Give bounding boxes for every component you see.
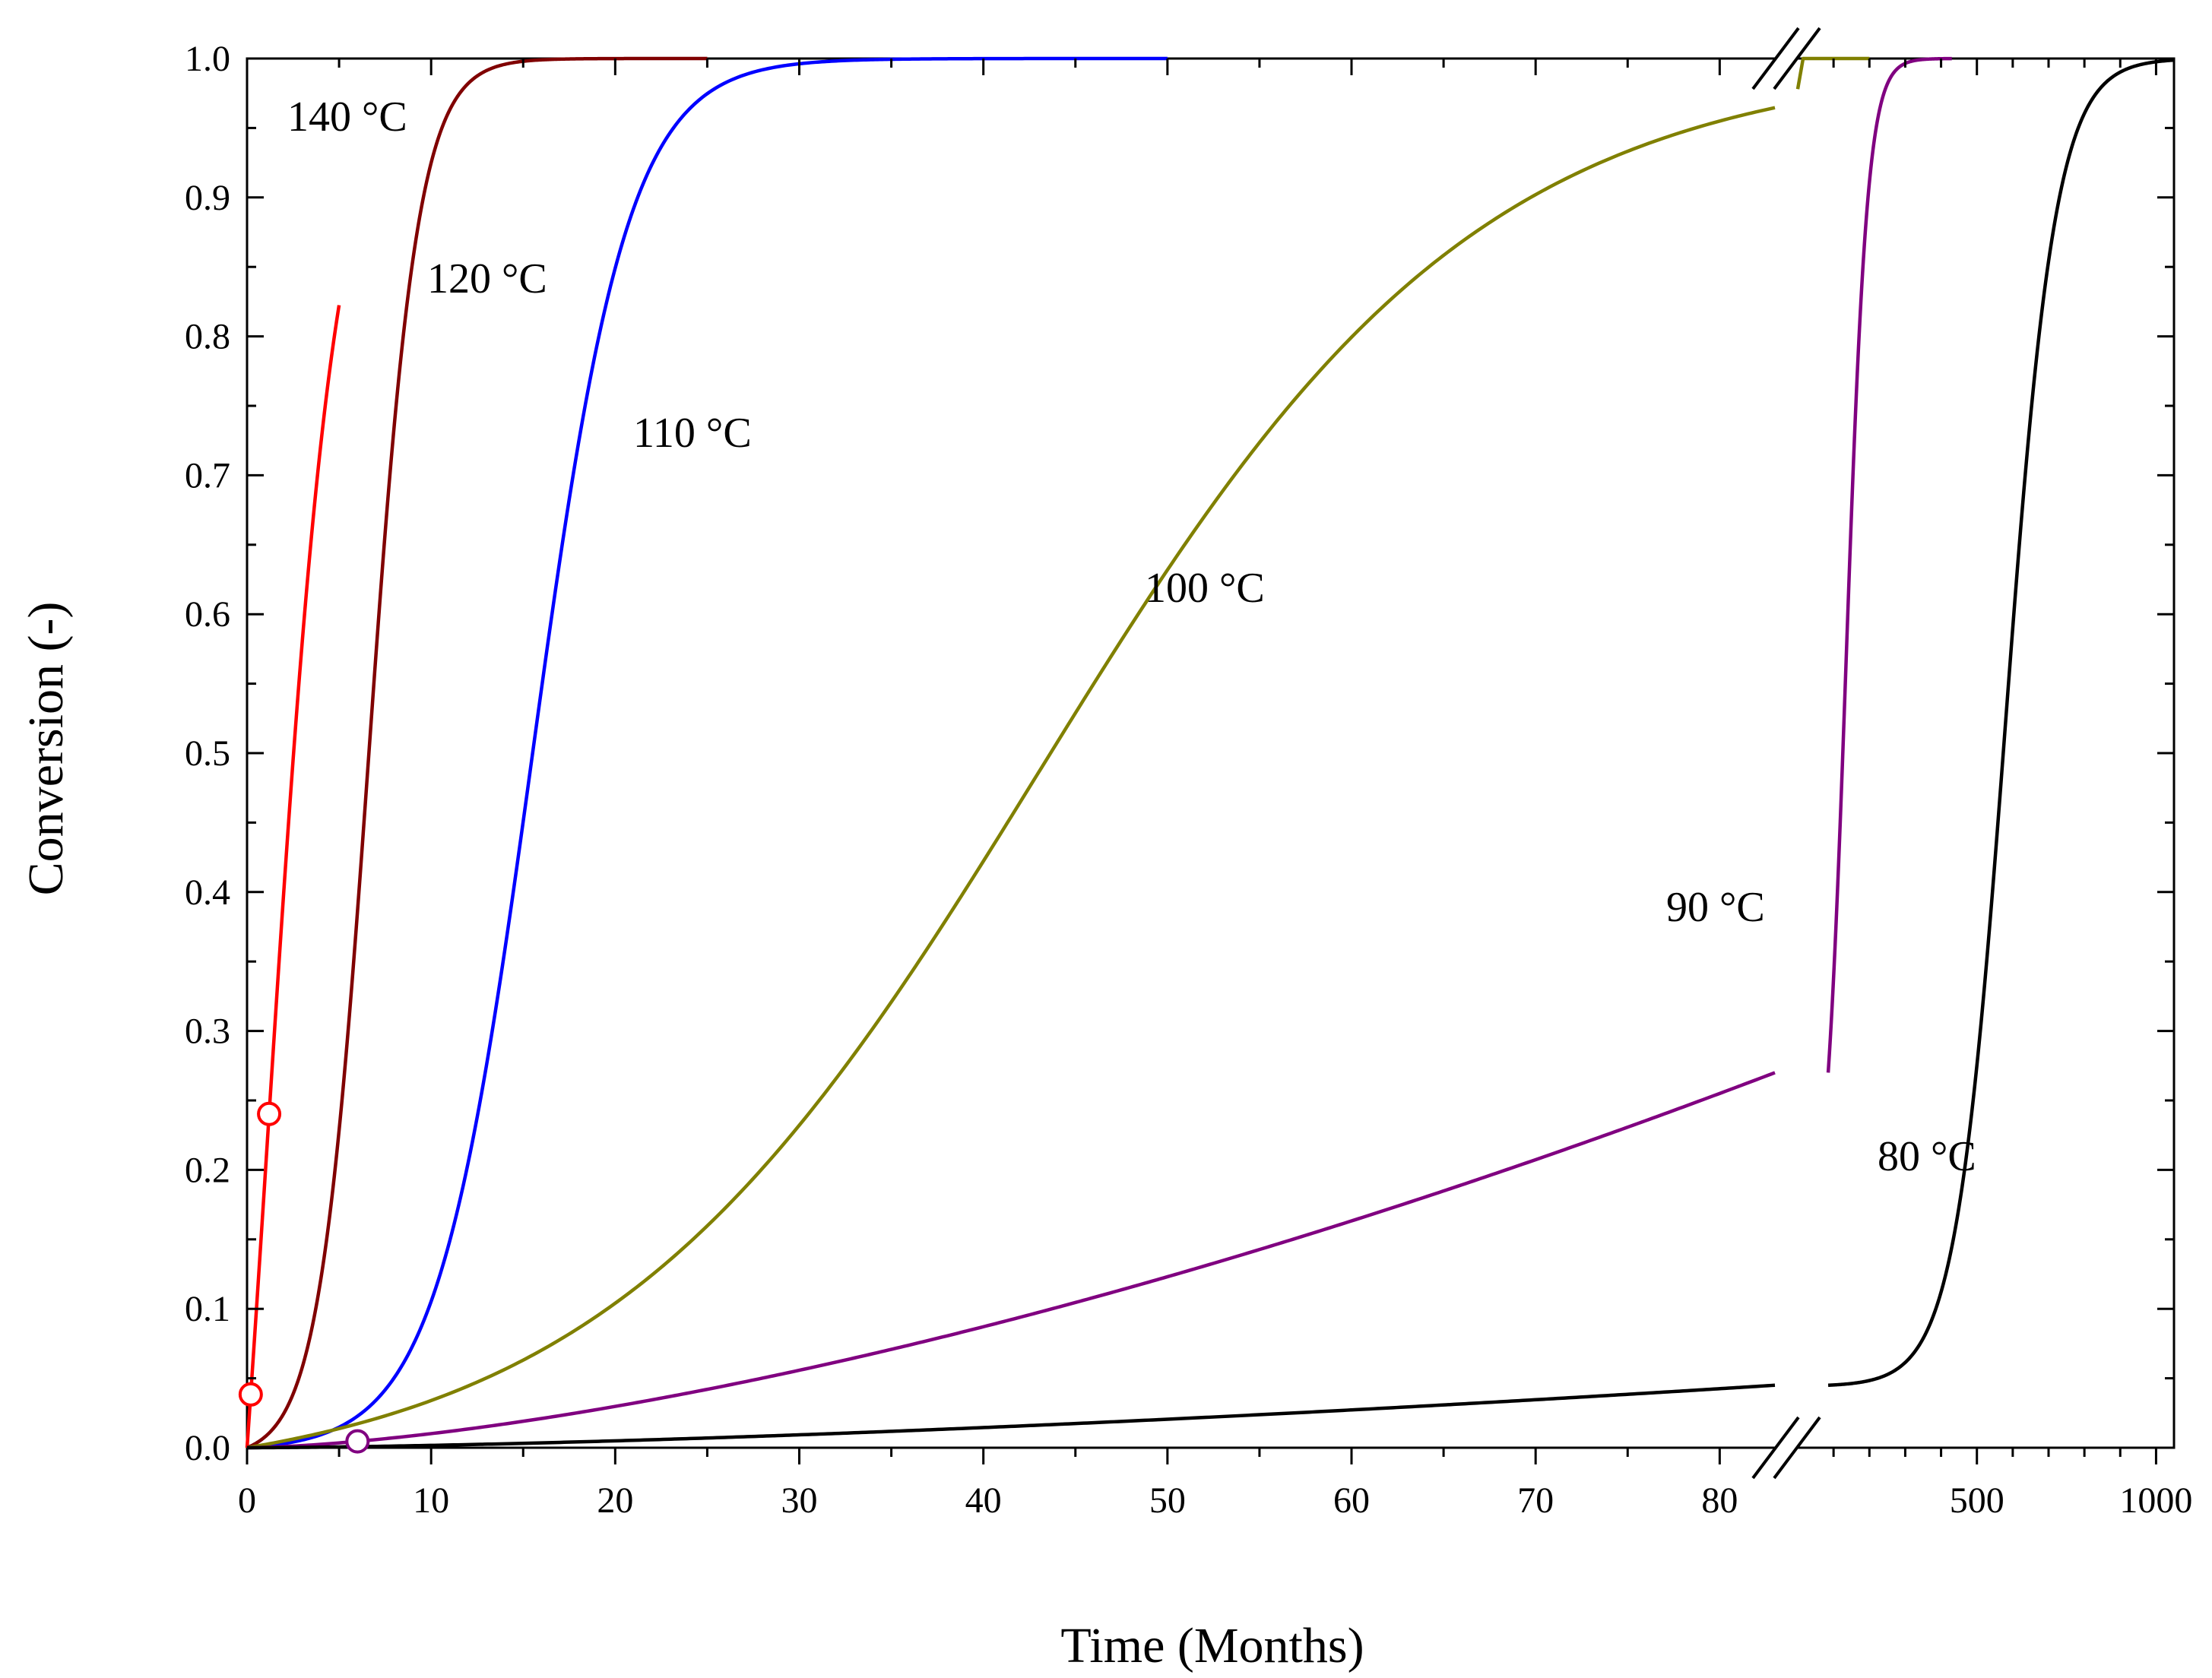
curve-90-c-segment-2 <box>1826 56 1954 1073</box>
x-tick-label: 10 <box>413 1480 449 1521</box>
y-tick-label: 0.4 <box>185 872 230 913</box>
axis-break <box>1751 27 1821 1480</box>
y-tick-label: 0.2 <box>185 1150 230 1190</box>
curve-label-100-c: 100 °C <box>1145 565 1265 612</box>
x-tick-label: 70 <box>1517 1480 1554 1521</box>
curve-label-120-c: 120 °C <box>427 255 547 302</box>
y-tick-label: 0.6 <box>185 594 230 635</box>
y-tick-label: 0.8 <box>185 317 230 357</box>
x-tick-label: 20 <box>597 1480 633 1521</box>
curve-140-c <box>245 305 341 1448</box>
marker-140-c <box>257 1101 282 1126</box>
axis-break-slash-bottom <box>1773 1416 1821 1480</box>
curve-80-c-segment-2 <box>1827 58 2176 1387</box>
y-axis-title: Conversion (-) <box>18 602 74 896</box>
curve-label-90-c: 90 °C <box>1666 884 1765 931</box>
marker-90-c <box>345 1429 370 1454</box>
axis-break-gap-bottom <box>1776 1443 1796 1452</box>
curve-120-c <box>246 56 708 1450</box>
marker-group <box>238 1101 370 1454</box>
curve-90-c <box>246 1071 1776 1450</box>
curve-label-80-c: 80 °C <box>1878 1133 1976 1180</box>
marker-140-c <box>238 1382 263 1407</box>
curve-80-c <box>246 1383 1776 1450</box>
label-group: 140 °C 120 °C 110 °C 100 °C 90 °C 80 °C <box>287 93 1976 1180</box>
y-tick-label: 0.5 <box>185 733 230 774</box>
x-tick-label: 50 <box>1149 1480 1186 1521</box>
y-tick-label: 0.7 <box>185 455 230 495</box>
series-group <box>245 56 2176 1450</box>
x-tick-label: 40 <box>965 1480 1002 1521</box>
curve-label-140-c: 140 °C <box>287 93 407 141</box>
x-tick-label: 500 <box>1950 1480 2004 1521</box>
axis-break-slash-bottom <box>1751 1416 1800 1480</box>
y-tick-label: 0.3 <box>185 1012 230 1052</box>
curve-100-c <box>246 106 1776 1450</box>
tick-group: 0.0 0.1 0.2 0.3 0.4 0.5 0.6 0.7 0.8 0.9 1.0 0 10 20 30… <box>185 39 2192 1521</box>
x-tick-label: 0 <box>238 1480 256 1521</box>
curve-110-c <box>246 56 1168 1450</box>
axis-break-slash-top <box>1773 27 1821 90</box>
curve-label-110-c: 110 °C <box>633 410 752 457</box>
x-tick-label: 30 <box>781 1480 818 1521</box>
y-tick-label: 1.0 <box>185 39 230 79</box>
y-tick-label: 0.0 <box>185 1428 230 1468</box>
x-axis-title: Time (Months) <box>1060 1618 1364 1673</box>
x-tick-label: 80 <box>1701 1480 1738 1521</box>
y-tick-label: 0.1 <box>185 1289 230 1329</box>
y-tick-label: 0.9 <box>185 178 230 218</box>
axis-break-slash-top <box>1751 27 1800 90</box>
axis-break-gap-top <box>1776 54 1796 63</box>
x-tick-label: 60 <box>1333 1480 1370 1521</box>
x-tick-label: 1000 <box>2119 1480 2192 1521</box>
